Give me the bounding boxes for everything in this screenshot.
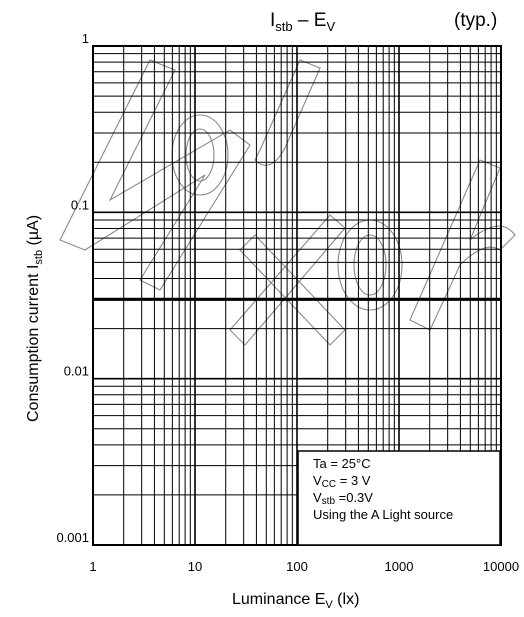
x-tick-label: 10000	[483, 559, 519, 574]
x-tick-label: 100	[286, 559, 308, 574]
x-tick-labels: 1 10 100 1000 10000	[89, 559, 519, 574]
y-tick-label: 0.01	[64, 364, 89, 379]
x-tick-label: 10	[188, 559, 202, 574]
x-axis-label: Luminance EV (lx)	[232, 591, 359, 611]
chart-title: Istb – EV	[270, 10, 335, 34]
y-tick-label: 0.001	[56, 530, 89, 545]
y-axis-label: Consumption current Istb (µA)	[25, 215, 45, 422]
condition-vstb: Vstb =0.3V	[313, 490, 373, 507]
condition-ta: Ta = 25°C	[313, 456, 371, 471]
condition-vcc: VCC = 3 V	[313, 473, 371, 490]
condition-light-source: Using the A Light source	[313, 507, 453, 522]
plot-frame	[92, 45, 502, 546]
y-tick-label: 1	[82, 31, 89, 46]
y-tick-label: 0.1	[71, 197, 89, 212]
y-tick-labels: 0.001 0.01 0.1 1	[56, 31, 89, 545]
x-tick-label: 1	[89, 559, 96, 574]
x-tick-label: 1000	[385, 559, 414, 574]
typ-label: (typ.)	[454, 10, 497, 31]
conditions-box: Ta = 25°C VCC = 3 V Vstb =0.3V Using the…	[297, 450, 501, 546]
